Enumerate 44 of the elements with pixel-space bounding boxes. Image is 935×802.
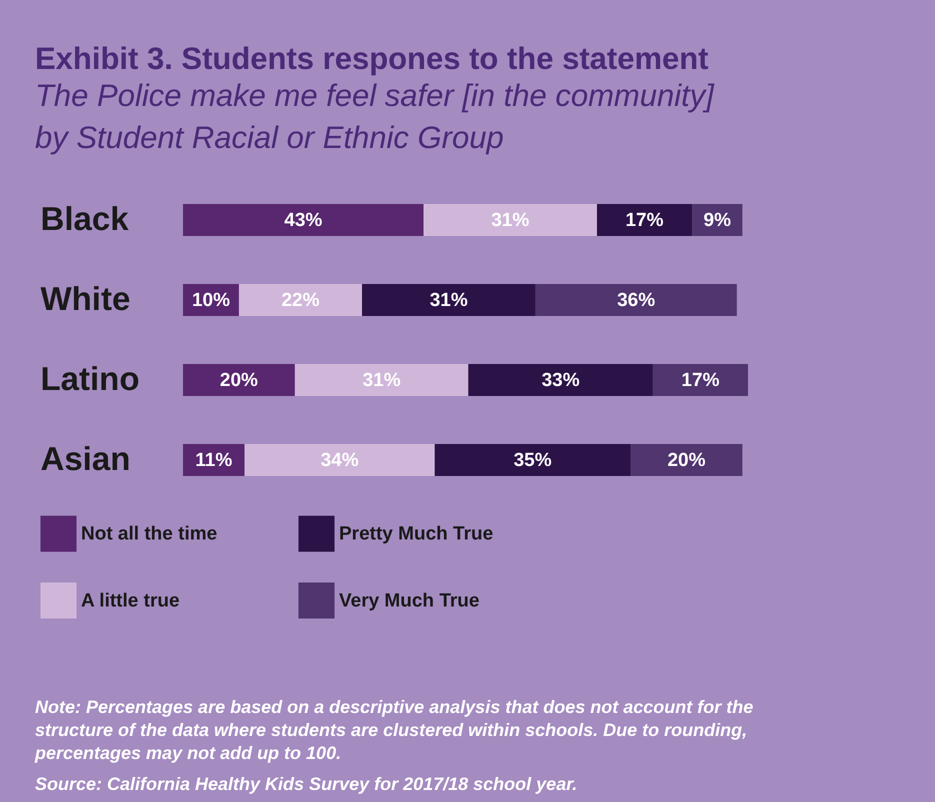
data-label: 10%	[192, 290, 230, 311]
text: structure of the data where students are clustered within schools. Due to rounding,	[35, 720, 748, 740]
bar	[630, 444, 742, 476]
text: percentages may not add up to 100.	[34, 743, 342, 763]
bar	[244, 444, 435, 476]
data-label: 17%	[625, 210, 664, 231]
y-tick-label: Asian	[40, 440, 130, 477]
chart-title: Exhibit 3. Students respones to the statement	[35, 41, 709, 76]
bar	[362, 284, 536, 316]
data-label: 9%	[704, 210, 732, 231]
data-label: 34%	[320, 450, 359, 471]
y-tick-label: Black	[40, 200, 130, 237]
data-label: 33%	[542, 370, 580, 391]
bar	[596, 204, 692, 236]
bar	[183, 204, 424, 236]
text: by Student Racial or Ethnic Group	[35, 120, 504, 155]
bar	[468, 364, 653, 396]
bar	[183, 364, 295, 396]
bar	[294, 364, 468, 396]
data-label: 20%	[667, 450, 706, 471]
data-label: 43%	[284, 210, 322, 231]
bar	[434, 444, 631, 476]
source-note: Source: California Healthy Kids Survey for 2017/18 school year.	[35, 774, 578, 794]
y-tick-label: Latino	[40, 360, 140, 397]
legend-label: Pretty Much True	[339, 524, 494, 545]
data-label: 22%	[281, 290, 320, 311]
data-label: 36%	[617, 290, 656, 311]
bar	[424, 204, 597, 236]
data-label: 11%	[195, 450, 232, 471]
legend-label: Very Much True	[339, 590, 480, 612]
data-label: 31%	[430, 290, 468, 311]
data-label: 31%	[362, 370, 401, 391]
data-label: 20%	[220, 370, 258, 391]
y-tick-label: White	[40, 280, 130, 317]
text: Note: Percentages are based on a descriptive analysis that does not account for the	[35, 697, 754, 717]
data-label: 17%	[681, 370, 720, 391]
text: The Police make me feel safer [in the community]	[35, 78, 714, 113]
bar	[238, 284, 362, 316]
bar	[652, 364, 748, 396]
legend-label: A little true	[81, 590, 180, 612]
data-label: 35%	[514, 450, 552, 471]
bar	[535, 284, 737, 316]
legend-label: Not all the time	[81, 524, 218, 545]
data-label: 31%	[491, 210, 530, 231]
